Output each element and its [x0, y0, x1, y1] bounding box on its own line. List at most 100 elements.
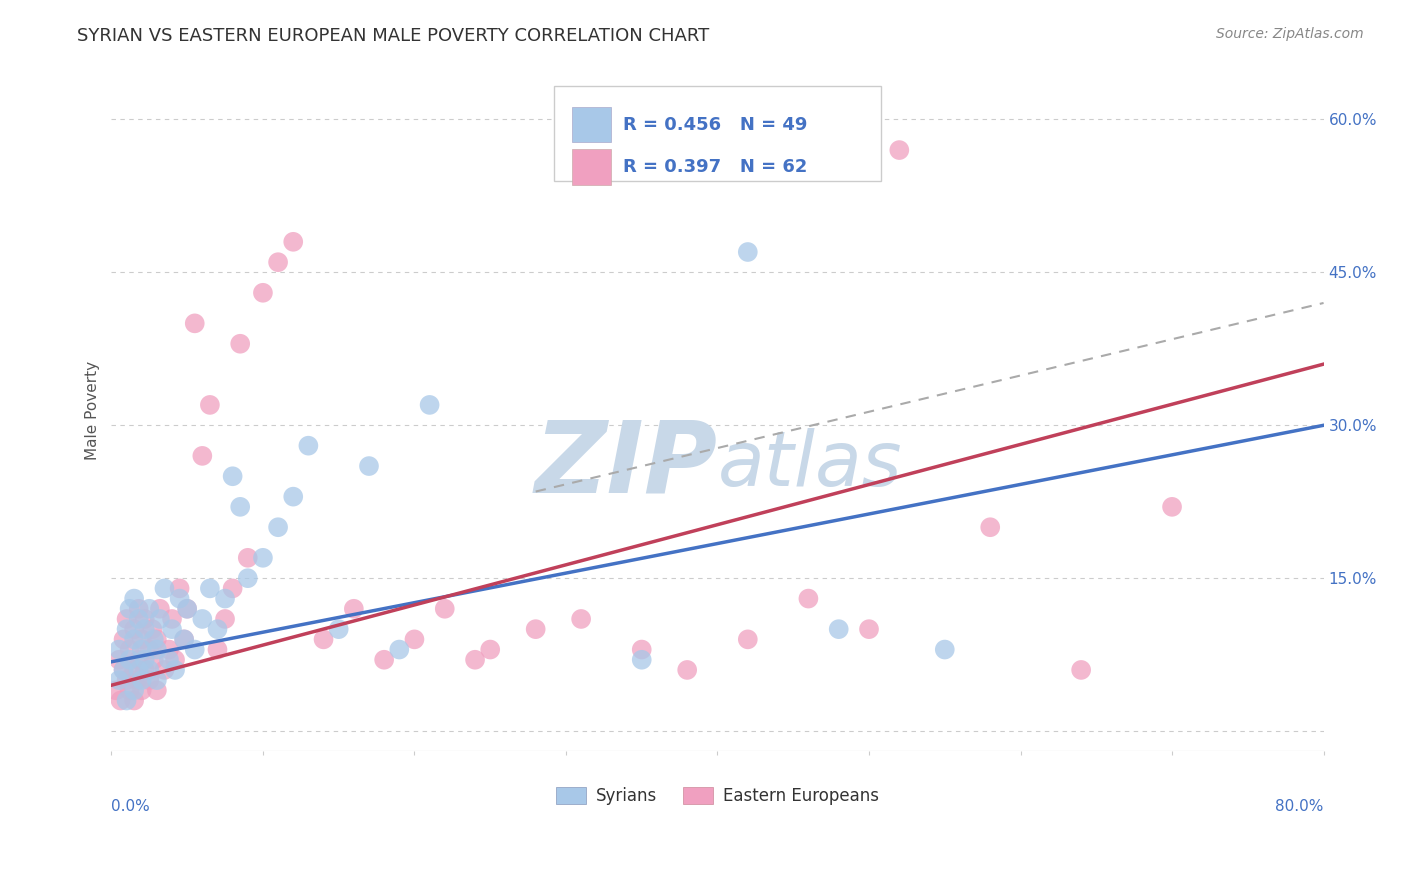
- Point: [1161, 500, 1184, 514]
- Legend: Syrians, Eastern Europeans: Syrians, Eastern Europeans: [550, 780, 886, 812]
- Point: [198, 398, 221, 412]
- Point: [131, 673, 153, 687]
- Point: [108, 642, 131, 657]
- Point: [184, 642, 207, 657]
- Point: [153, 663, 176, 677]
- Point: [141, 622, 163, 636]
- Point: [464, 653, 486, 667]
- Point: [112, 663, 135, 677]
- Point: [115, 673, 138, 687]
- Point: [128, 663, 150, 677]
- Point: [146, 683, 169, 698]
- Point: [134, 653, 156, 667]
- Point: [267, 520, 290, 534]
- Point: [229, 500, 252, 514]
- Point: [191, 612, 214, 626]
- Point: [630, 642, 652, 657]
- Point: [128, 653, 150, 667]
- Point: [122, 683, 145, 698]
- Text: SYRIAN VS EASTERN EUROPEAN MALE POVERTY CORRELATION CHART: SYRIAN VS EASTERN EUROPEAN MALE POVERTY …: [77, 27, 710, 45]
- Point: [115, 612, 138, 626]
- Point: [160, 612, 183, 626]
- Point: [173, 632, 195, 647]
- Point: [828, 622, 851, 636]
- Point: [221, 582, 243, 596]
- Point: [115, 693, 138, 707]
- Point: [343, 601, 366, 615]
- Text: R = 0.456   N = 49: R = 0.456 N = 49: [623, 116, 807, 134]
- Point: [236, 550, 259, 565]
- Point: [108, 653, 131, 667]
- Point: [149, 612, 172, 626]
- Text: atlas: atlas: [717, 427, 903, 501]
- Point: [979, 520, 1001, 534]
- Point: [112, 632, 135, 647]
- Point: [146, 642, 169, 657]
- Point: [858, 622, 880, 636]
- Point: [524, 622, 547, 636]
- Point: [1070, 663, 1092, 677]
- Point: [797, 591, 820, 606]
- Point: [737, 632, 759, 647]
- Point: [118, 653, 141, 667]
- Point: [138, 663, 160, 677]
- Point: [173, 632, 195, 647]
- Text: ZIP: ZIP: [534, 417, 717, 513]
- Point: [737, 245, 759, 260]
- Point: [146, 632, 169, 647]
- Point: [267, 255, 290, 269]
- Point: [252, 285, 274, 300]
- Point: [569, 612, 592, 626]
- Point: [176, 601, 198, 615]
- Point: [110, 693, 132, 707]
- Point: [419, 398, 441, 412]
- Point: [122, 693, 145, 707]
- Point: [138, 601, 160, 615]
- Point: [207, 622, 229, 636]
- FancyBboxPatch shape: [572, 149, 610, 185]
- Point: [122, 663, 145, 677]
- Point: [122, 591, 145, 606]
- Point: [112, 663, 135, 677]
- Point: [373, 653, 395, 667]
- Point: [630, 653, 652, 667]
- Point: [149, 601, 172, 615]
- Point: [131, 683, 153, 698]
- Point: [297, 439, 319, 453]
- Point: [479, 642, 502, 657]
- Point: [118, 601, 141, 615]
- Point: [176, 601, 198, 615]
- Y-axis label: Male Poverty: Male Poverty: [86, 360, 100, 459]
- Point: [153, 582, 176, 596]
- Point: [214, 591, 236, 606]
- Point: [283, 490, 305, 504]
- Point: [169, 582, 191, 596]
- Point: [104, 683, 127, 698]
- Text: Source: ZipAtlas.com: Source: ZipAtlas.com: [1216, 27, 1364, 41]
- Point: [214, 612, 236, 626]
- Point: [388, 642, 411, 657]
- Point: [142, 632, 165, 647]
- Point: [283, 235, 305, 249]
- Point: [115, 622, 138, 636]
- Point: [138, 642, 160, 657]
- Point: [160, 622, 183, 636]
- Point: [169, 591, 191, 606]
- Point: [118, 683, 141, 698]
- Point: [404, 632, 426, 647]
- Point: [221, 469, 243, 483]
- Point: [131, 642, 153, 657]
- Point: [676, 663, 699, 677]
- Point: [207, 642, 229, 657]
- Point: [138, 673, 160, 687]
- Text: R = 0.397   N = 62: R = 0.397 N = 62: [623, 158, 807, 176]
- Point: [122, 632, 145, 647]
- Point: [127, 673, 149, 687]
- Point: [131, 632, 153, 647]
- Point: [184, 317, 207, 331]
- Point: [165, 663, 187, 677]
- Point: [142, 653, 165, 667]
- Text: 80.0%: 80.0%: [1275, 799, 1323, 814]
- Point: [157, 653, 180, 667]
- Point: [312, 632, 335, 647]
